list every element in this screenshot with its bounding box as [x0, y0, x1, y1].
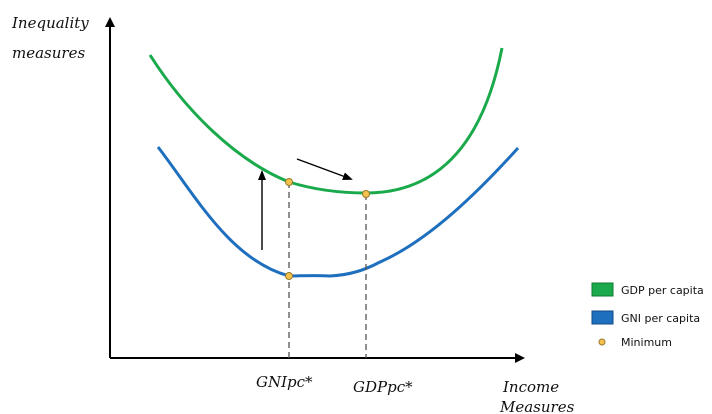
gdp-per-capita-curve	[148, 47, 504, 195]
x-axis-label-line2: Measures	[499, 398, 575, 414]
rightward-shift-arrow	[296, 158, 353, 180]
legend-swatch-gni	[591, 310, 614, 325]
y-axis-label-line2: measures	[12, 44, 85, 62]
minimum-point-gdp-curve-at-gni-star	[285, 178, 293, 186]
legend-label-gni: GNI per capita	[621, 312, 700, 325]
gni-per-capita-curve	[156, 146, 520, 278]
x-axis-label-line1: Income	[502, 378, 559, 396]
legend-label-gdp: GDP per capita	[621, 284, 704, 297]
minimum-point-gdp	[362, 190, 370, 198]
legend-minimum-icon	[598, 338, 606, 346]
legend: GDP per capita GNI per capita Minimum	[591, 282, 704, 349]
y-axis-label-line1: Inequality	[11, 14, 89, 32]
legend-swatch-gdp	[591, 282, 614, 297]
gdp-star-label: GDPpc*	[353, 378, 413, 396]
minimum-point-gni	[285, 272, 293, 280]
legend-label-minimum: Minimum	[621, 336, 672, 349]
gni-star-label: GNIpc*	[256, 373, 313, 391]
